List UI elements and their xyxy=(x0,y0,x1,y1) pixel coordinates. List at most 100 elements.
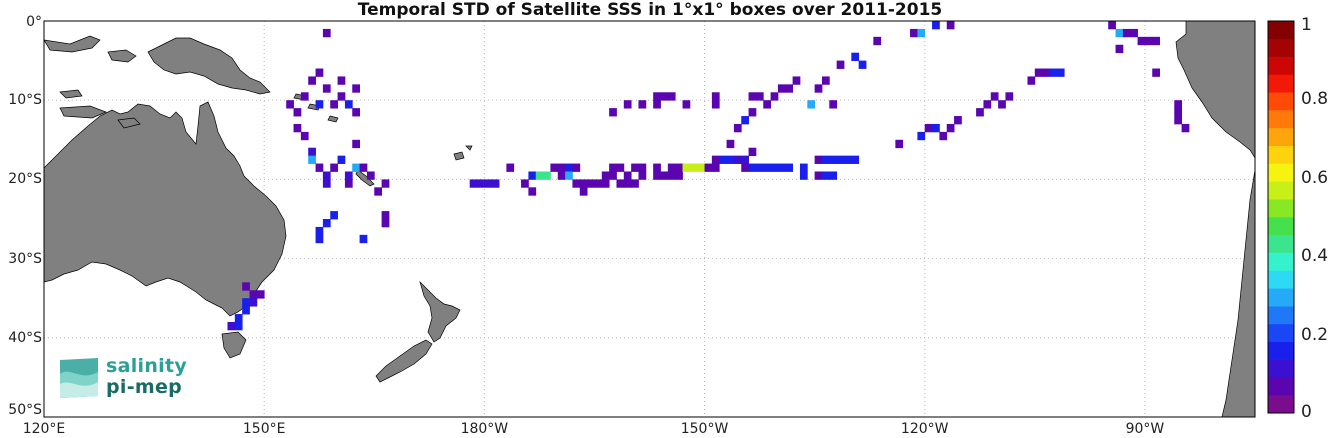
std-cell xyxy=(601,171,610,180)
std-cell xyxy=(638,163,647,172)
std-cell xyxy=(858,60,867,69)
std-cell xyxy=(741,163,749,172)
std-cell xyxy=(308,76,316,85)
std-cells xyxy=(227,21,1190,331)
plot-frame xyxy=(43,20,1256,418)
colorbar-segment xyxy=(1268,234,1294,253)
std-cell xyxy=(565,163,573,172)
colorbar-segment xyxy=(1268,341,1294,360)
std-cell xyxy=(719,155,727,164)
std-cell xyxy=(1049,68,1058,77)
std-cell xyxy=(609,171,617,180)
std-cell xyxy=(300,131,309,141)
std-cell xyxy=(565,171,573,180)
land-mask xyxy=(44,21,1255,417)
std-cell xyxy=(359,234,368,244)
std-cell xyxy=(675,163,683,172)
colorbar-segment xyxy=(1268,145,1294,164)
colorbar-tick-label: 0.6 xyxy=(1301,167,1329,188)
std-cell xyxy=(352,84,360,93)
std-cell xyxy=(946,123,955,133)
std-cell xyxy=(711,155,720,164)
std-cell xyxy=(344,171,353,180)
std-cell xyxy=(792,76,801,85)
std-cell xyxy=(821,171,830,180)
y-tick-label: 40°S xyxy=(8,329,42,346)
std-cell xyxy=(917,131,926,141)
std-cell xyxy=(579,187,588,196)
colorbar-segment xyxy=(1268,21,1294,40)
std-cell xyxy=(1115,28,1124,38)
colorbar-segment xyxy=(1268,199,1294,218)
std-cell xyxy=(1152,68,1160,77)
std-cell xyxy=(932,21,940,30)
new-zealand-south xyxy=(375,339,433,383)
new-guinea xyxy=(147,37,271,95)
colorbar-tick-label: 0 xyxy=(1301,402,1312,422)
std-cell xyxy=(814,171,823,180)
y-tick-label: 20°S xyxy=(8,171,42,188)
std-cell xyxy=(638,171,647,180)
std-cell xyxy=(227,321,236,331)
std-cell xyxy=(843,155,852,164)
std-cell xyxy=(623,100,632,109)
std-cell xyxy=(1130,28,1138,38)
x-tick-label: 150°W xyxy=(680,421,729,437)
logo-text-salinity: salinity xyxy=(106,355,188,377)
std-cell xyxy=(932,123,940,133)
std-cell xyxy=(234,321,243,331)
std-cell xyxy=(836,60,845,69)
std-cell xyxy=(315,163,324,172)
std-cell xyxy=(616,163,625,172)
std-cell xyxy=(763,163,771,172)
std-cell xyxy=(322,84,331,93)
colorbar-segment xyxy=(1268,56,1294,75)
std-cell xyxy=(741,155,749,164)
x-tick-label: 120°W xyxy=(900,421,949,437)
std-cell xyxy=(308,155,316,164)
std-cell xyxy=(814,155,823,164)
std-cell xyxy=(976,108,984,117)
std-cell xyxy=(667,92,676,101)
std-cell xyxy=(623,179,632,188)
std-cell xyxy=(1137,36,1146,46)
std-cell xyxy=(366,171,375,180)
std-cell xyxy=(491,179,500,188)
std-cell xyxy=(543,171,551,180)
std-cell xyxy=(330,163,338,172)
std-cell xyxy=(667,171,676,180)
colorbar xyxy=(1267,20,1295,414)
std-cell xyxy=(682,163,691,172)
colorbar-segment xyxy=(1268,181,1294,200)
std-cell xyxy=(242,298,250,307)
map-title: Temporal STD of Satellite SSS in 1°x1° b… xyxy=(357,0,943,20)
std-cell xyxy=(917,28,926,38)
std-cell xyxy=(609,163,617,172)
std-cell xyxy=(286,100,294,109)
std-cell xyxy=(851,52,860,61)
std-cell xyxy=(829,100,838,109)
std-cell xyxy=(315,100,324,109)
australia-landmass xyxy=(44,101,287,317)
std-cell xyxy=(770,163,779,172)
std-cell xyxy=(748,147,757,157)
indonesia-islands xyxy=(44,35,141,129)
std-cell xyxy=(1174,116,1183,125)
x-tick-label: 120°E xyxy=(22,421,66,437)
std-cell xyxy=(293,123,302,133)
std-cell xyxy=(1174,108,1183,117)
std-cell xyxy=(873,36,882,46)
std-cell xyxy=(741,116,749,125)
std-cell xyxy=(609,108,617,117)
std-cell xyxy=(711,163,720,172)
std-cell xyxy=(337,76,346,85)
std-cell xyxy=(755,92,764,101)
std-cell xyxy=(777,84,786,93)
std-cell xyxy=(557,163,566,172)
std-cell xyxy=(249,298,258,307)
colorbar-tick-label: 0.4 xyxy=(1301,246,1329,267)
std-cell xyxy=(242,306,250,315)
std-cell xyxy=(322,179,331,188)
std-cell xyxy=(308,147,316,157)
